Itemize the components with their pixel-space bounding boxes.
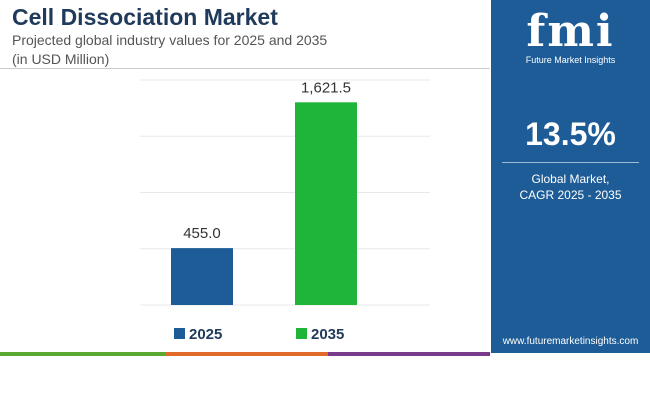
fmi-logo: fmi Future Market Insights [491, 8, 650, 70]
bar-chart: 455.0 1,621.5 2025 2035 [140, 79, 430, 343]
cagr-label-line-2: CAGR 2025 - 2035 [519, 188, 622, 202]
strip-segment-green [0, 352, 165, 356]
legend-label-2025: 2025 [189, 326, 222, 343]
legend-label-2035: 2035 [311, 326, 344, 343]
strip-segment-purple [328, 352, 490, 356]
cagr-value: 13.5% [525, 116, 616, 152]
website-link[interactable]: www.futuremarketinsights.com [502, 336, 639, 347]
strip-segment-orange [165, 352, 328, 356]
subtitle-line-1: Projected global industry values for 202… [12, 32, 328, 48]
bar-2025 [171, 248, 233, 305]
bottom-color-strip [0, 352, 490, 356]
bar-2035 [295, 102, 357, 305]
subtitle-divider [0, 68, 490, 69]
summary-panel: fmi Future Market Insights 13.5% Global … [491, 0, 650, 353]
cagr-label-line-1: Global Market, [531, 172, 610, 186]
legend-swatch-2035 [296, 328, 307, 339]
legend-swatch-2025 [174, 328, 185, 339]
page-title: Cell Dissociation Market [12, 4, 278, 30]
data-label-2035: 1,621.5 [301, 79, 351, 96]
page-subtitle: Projected global industry values for 202… [12, 31, 327, 69]
cagr-label: Global Market, CAGR 2025 - 2035 [491, 171, 650, 203]
logo-letters: fmi [526, 6, 615, 57]
logo-tagline: Future Market Insights [525, 55, 616, 65]
panel-divider [502, 162, 639, 163]
subtitle-line-2: (in USD Million) [12, 51, 110, 67]
data-label-2025: 455.0 [183, 225, 221, 242]
